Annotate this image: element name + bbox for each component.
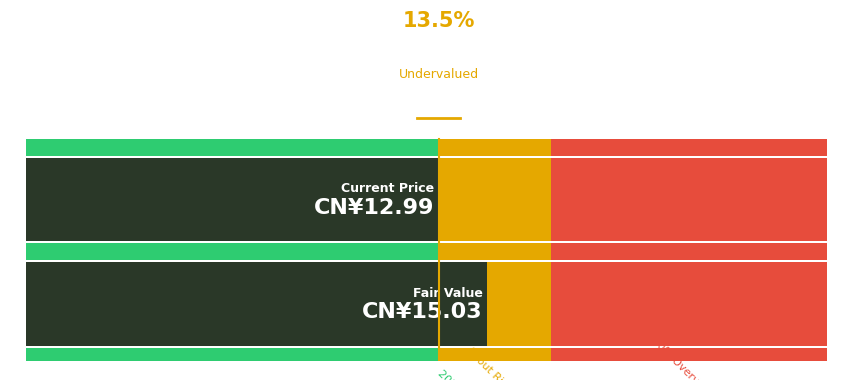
Bar xyxy=(438,348,550,365)
Text: CN¥15.03: CN¥15.03 xyxy=(361,302,482,322)
Text: About Right: About Right xyxy=(463,345,517,380)
Bar xyxy=(26,348,438,365)
Bar xyxy=(438,139,550,156)
Text: Current Price: Current Price xyxy=(341,182,434,195)
Bar xyxy=(550,262,826,346)
Bar xyxy=(26,139,438,156)
Bar xyxy=(26,262,486,346)
Text: Fair Value: Fair Value xyxy=(412,287,482,300)
Text: 20% Undervalued: 20% Undervalued xyxy=(435,369,513,380)
Text: Undervalued: Undervalued xyxy=(398,68,478,81)
Bar xyxy=(26,158,438,241)
Bar xyxy=(438,158,550,241)
Bar xyxy=(26,158,438,241)
Text: CN¥12.99: CN¥12.99 xyxy=(314,198,434,218)
Bar xyxy=(550,348,826,365)
Bar xyxy=(438,243,550,260)
Bar xyxy=(550,139,826,156)
Bar xyxy=(550,158,826,241)
Text: 13.5%: 13.5% xyxy=(402,11,475,32)
Bar xyxy=(438,262,550,346)
Bar xyxy=(26,243,438,260)
Text: 20% Overvalued: 20% Overvalued xyxy=(648,336,721,380)
Bar xyxy=(26,262,438,346)
Bar xyxy=(550,243,826,260)
